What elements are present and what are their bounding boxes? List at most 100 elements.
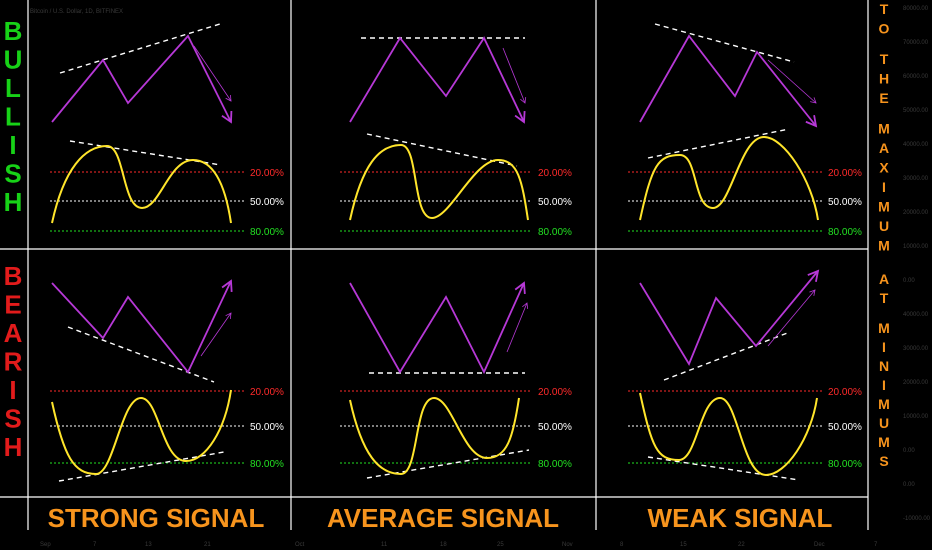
level-label: 50.00%	[828, 197, 862, 208]
price-divergence-line	[67, 326, 215, 383]
level-label: 20.00%	[538, 387, 572, 398]
price-line	[639, 270, 819, 366]
time-tick: Nov	[562, 542, 573, 548]
projection-arrowhead	[225, 94, 232, 102]
price-divergence-line	[663, 331, 791, 381]
level-label: 50.00%	[828, 422, 862, 433]
panel-bearish-average: 20.00% 50.00% 80.00%	[340, 281, 572, 479]
projection-arrowhead	[810, 97, 817, 104]
price-tick: 0.00	[903, 482, 915, 488]
time-tick: Sep	[40, 542, 51, 548]
price-line	[349, 282, 525, 375]
projection-arrowhead	[225, 312, 232, 320]
level-label: 20.00%	[250, 387, 284, 398]
oscillator-curve	[349, 143, 529, 221]
symbol-header: Bitcoin / U.S. Dollar, 1D, BITFINEX	[30, 9, 123, 15]
price-tick: 0.00	[903, 278, 915, 284]
price-divergence-line	[654, 23, 795, 63]
panel-bullish-average: 20.00% 50.00% 80.00%	[340, 36, 572, 238]
level-label: 80.00%	[250, 227, 284, 238]
panel-bullish-weak: 20.00% 50.00% 80.00%	[628, 23, 862, 238]
time-tick: 18	[440, 542, 447, 548]
projection-arrow	[767, 289, 816, 347]
price-arrowhead	[221, 279, 233, 293]
projection-arrowhead	[809, 289, 816, 296]
projection-arrowhead	[522, 302, 529, 310]
level-label: 80.00%	[250, 459, 284, 470]
price-arrowhead	[514, 281, 526, 295]
level-label: 20.00%	[538, 168, 572, 179]
time-tick: 11	[381, 542, 388, 548]
price-tick: 30000.00	[903, 176, 929, 182]
price-tick: 20000.00	[903, 380, 929, 386]
time-tick: 7	[93, 542, 97, 548]
level-label: 20.00%	[828, 168, 862, 179]
price-arrowhead	[514, 110, 526, 124]
price-tick: 0.00	[903, 448, 915, 454]
projection-arrow	[506, 302, 528, 353]
oscillator-divergence-line	[647, 456, 800, 481]
price-tick: 80000.00	[903, 6, 929, 12]
column-title-average: AVERAGE SIGNAL	[327, 503, 559, 533]
time-tick: 25	[497, 542, 504, 548]
column-titles: STRONG SIGNAL AVERAGE SIGNAL WEAK SIGNAL	[48, 503, 833, 533]
panel-bullish-strong: 20.00% 50.00% 80.00%	[50, 23, 284, 238]
projection-arrow	[193, 45, 232, 102]
panels: 20.00% 50.00% 80.00% 20.00% 50.00% 80.00% 20.0…	[50, 23, 862, 482]
oscillator-curve	[639, 392, 818, 477]
oscillator-curve	[639, 135, 819, 221]
projection-arrowhead	[520, 96, 527, 104]
price-arrowhead	[805, 115, 818, 128]
column-title-weak: WEAK SIGNAL	[648, 503, 833, 533]
level-label: 20.00%	[250, 168, 284, 179]
time-tick: 21	[204, 542, 211, 548]
oscillator-curve	[349, 396, 520, 476]
level-label: 50.00%	[538, 197, 572, 208]
price-tick: 30000.00	[903, 346, 929, 352]
time-tick: 22	[738, 542, 745, 548]
time-tick: 15	[680, 542, 687, 548]
level-label: 50.00%	[250, 422, 284, 433]
price-tick: 10000.00	[903, 414, 929, 420]
oscillator-divergence-line	[647, 128, 790, 159]
oscillator-divergence-line	[58, 451, 225, 482]
time-tick: Oct	[295, 542, 305, 548]
price-arrowhead	[807, 269, 820, 282]
price-tick: 10000.00	[903, 244, 929, 250]
oscillator-curve	[51, 144, 232, 224]
price-tick: 50000.00	[903, 108, 929, 114]
panel-bearish-strong: 20.00% 50.00% 80.00%	[50, 279, 284, 482]
price-line	[51, 280, 232, 374]
price-tick: 40000.00	[903, 312, 929, 318]
level-label: 80.00%	[538, 227, 572, 238]
price-line	[51, 34, 232, 123]
price-line	[639, 34, 817, 127]
price-axis: 80000.00 70000.00 60000.00 50000.00 40000.00…	[903, 6, 931, 522]
time-tick: 7	[874, 542, 878, 548]
time-tick: 8	[620, 542, 624, 548]
time-tick: Dec	[814, 542, 825, 548]
time-axis: Sep 7 13 21 Oct 11 18 25 Nov 8 15 22 Dec 7	[40, 542, 878, 548]
level-label: 80.00%	[538, 459, 572, 470]
price-tick: 60000.00	[903, 74, 929, 80]
time-tick: 13	[145, 542, 152, 548]
level-label: 80.00%	[828, 459, 862, 470]
price-tick: -10000.00	[903, 516, 931, 522]
price-arrowhead	[221, 110, 233, 124]
price-tick: 20000.00	[903, 210, 929, 216]
level-label: 50.00%	[538, 422, 572, 433]
oscillator-curve	[51, 389, 232, 476]
price-divergence-line	[59, 23, 221, 74]
price-tick: 40000.00	[903, 142, 929, 148]
column-title-strong: STRONG SIGNAL	[48, 503, 265, 533]
level-label: 80.00%	[828, 227, 862, 238]
projection-arrow	[767, 59, 817, 104]
